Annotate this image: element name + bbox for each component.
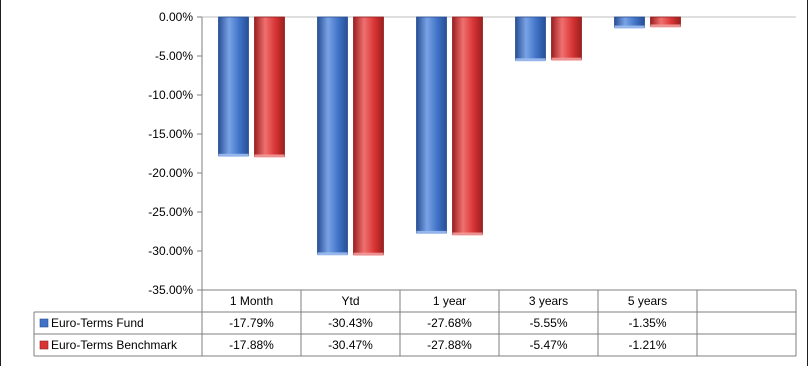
bar-cap [614,25,645,29]
legend-swatch [39,318,49,328]
data-label: -17.79% [229,316,274,330]
data-label: -1.35% [628,316,666,330]
bar-benchmark [452,16,483,235]
data-label: -5.47% [529,338,567,352]
y-tick-label: -25.00% [148,205,193,219]
y-tick-label: 0.00% [159,10,193,24]
category-label: 3 years [529,294,568,308]
bar-cap [416,230,447,234]
bar-fund [317,16,348,255]
y-tick-label: -35.00% [148,283,193,297]
legend-label: Euro-Terms Fund [51,316,144,330]
bar-benchmark [254,16,285,157]
bar-cap [218,153,249,157]
y-tick-label: -10.00% [148,88,193,102]
bar-benchmark [353,16,384,256]
category-label: 5 years [628,294,667,308]
bar-cap [353,252,384,256]
bar-cap [452,232,483,236]
legend-swatch [39,340,49,350]
data-label: -30.47% [328,338,373,352]
category-label: 1 year [433,294,466,308]
category-label: Ytd [341,294,359,308]
y-tick-label: -30.00% [148,244,193,258]
data-label: -1.21% [628,338,666,352]
bar-cap [254,154,285,158]
bar-cap [317,252,348,256]
bar-cap [650,24,681,28]
bar-benchmark [551,16,582,61]
data-label: -30.43% [328,316,373,330]
category-label: 1 Month [230,294,273,308]
bar-fund [416,16,447,234]
y-tick-label: -15.00% [148,127,193,141]
bar-fund [218,16,249,157]
bar-cap [515,58,546,62]
bar-fund [515,16,546,61]
data-label: -17.88% [229,338,274,352]
legend-label: Euro-Terms Benchmark [51,338,178,352]
bar-cap [551,57,582,61]
y-tick-label: -20.00% [148,166,193,180]
data-label: -27.68% [427,316,472,330]
y-tick-label: -5.00% [155,49,193,63]
data-label: -5.55% [529,316,567,330]
data-label: -27.88% [427,338,472,352]
